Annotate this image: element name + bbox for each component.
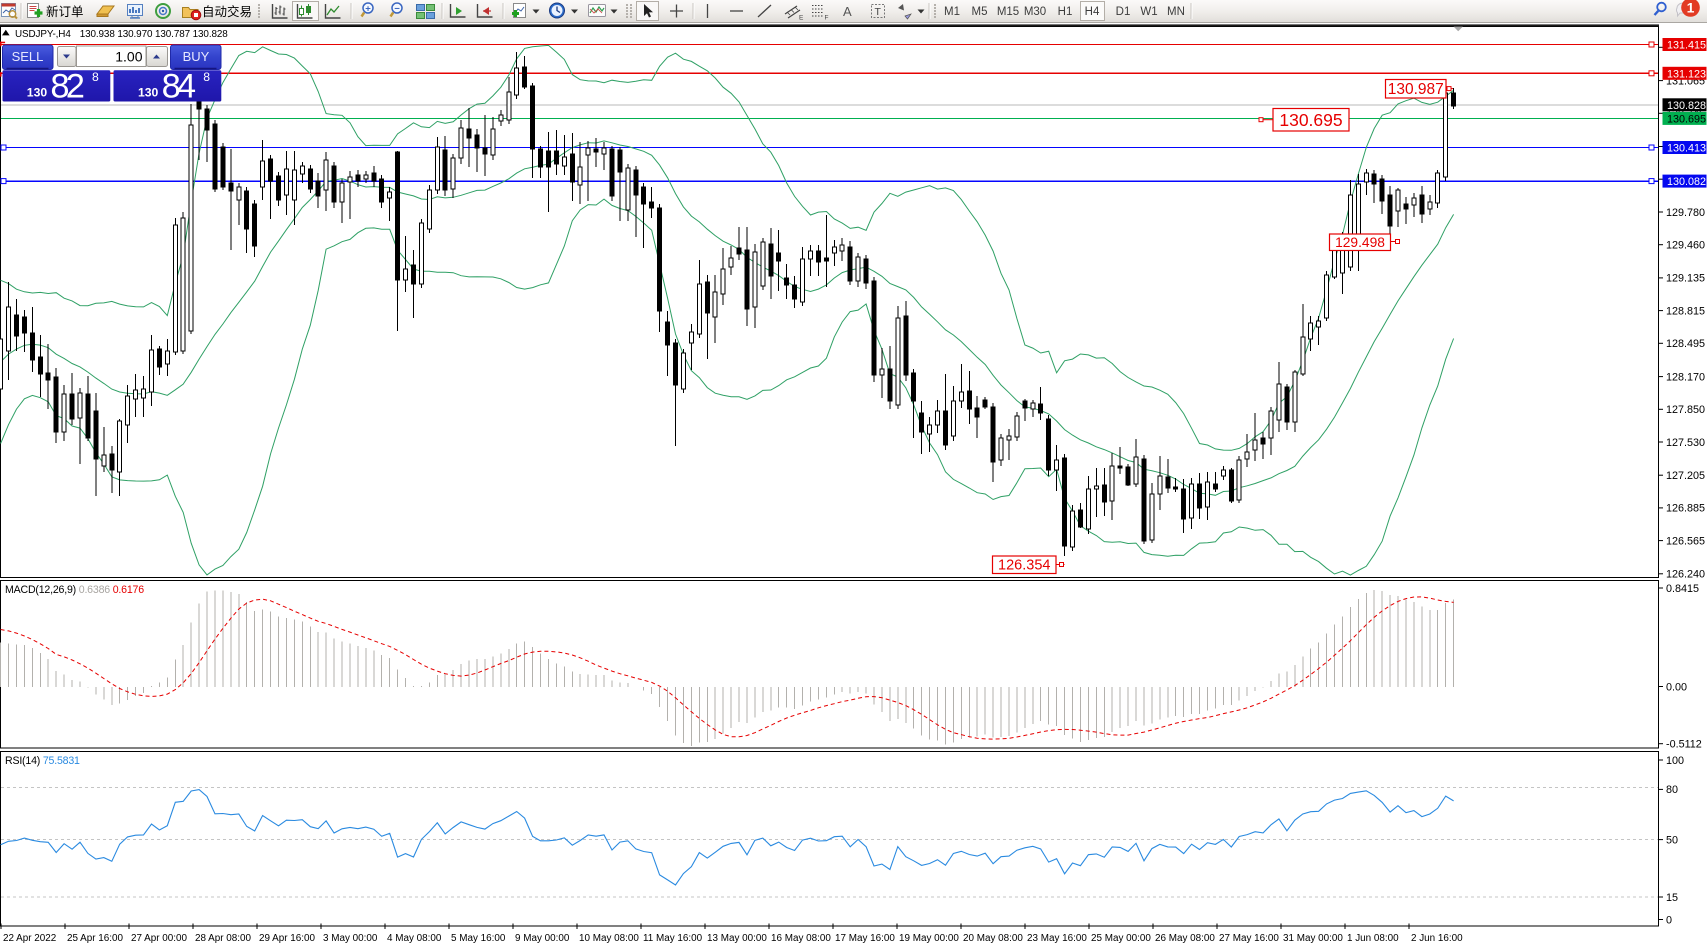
svg-text:27 Apr 00:00: 27 Apr 00:00	[131, 933, 188, 944]
svg-text:22 Apr 2022: 22 Apr 2022	[3, 933, 56, 944]
svg-text:15: 15	[1666, 892, 1678, 904]
svg-text:128.815: 128.815	[1666, 305, 1705, 317]
svg-text:25 May 00:00: 25 May 00:00	[1091, 933, 1151, 944]
svg-text:126.885: 126.885	[1666, 503, 1705, 515]
svg-text:E: E	[799, 15, 804, 22]
svg-text:4 May 08:00: 4 May 08:00	[387, 933, 442, 944]
svg-text:130.695: 130.695	[1667, 113, 1706, 125]
svg-text:20 May 08:00: 20 May 08:00	[963, 933, 1023, 944]
svg-text:RSI(14) 75.5831: RSI(14) 75.5831	[5, 755, 80, 767]
svg-text:127.850: 127.850	[1666, 404, 1705, 416]
svg-text:−: −	[394, 3, 400, 14]
svg-text:+: +	[365, 3, 371, 14]
svg-text:26 May 08:00: 26 May 08:00	[1155, 933, 1215, 944]
svg-text:M30: M30	[1024, 6, 1046, 18]
svg-text:1: 1	[1687, 0, 1695, 16]
svg-text:84: 84	[162, 67, 197, 105]
svg-text:25 Apr 16:00: 25 Apr 16:00	[67, 933, 124, 944]
svg-text:130.082: 130.082	[1667, 176, 1706, 188]
svg-text:-0.5112: -0.5112	[1666, 739, 1702, 751]
svg-text:131.123: 131.123	[1667, 68, 1706, 80]
svg-text:82: 82	[50, 67, 85, 105]
svg-text:130.828: 130.828	[1667, 100, 1706, 112]
svg-text:W1: W1	[1140, 6, 1157, 18]
svg-text:0.8415: 0.8415	[1666, 583, 1699, 595]
svg-text:131.415: 131.415	[1667, 40, 1706, 52]
svg-text:50: 50	[1666, 834, 1678, 846]
svg-text:D1: D1	[1116, 6, 1131, 18]
svg-text:9 May 00:00: 9 May 00:00	[515, 933, 570, 944]
svg-text:A: A	[843, 4, 852, 19]
svg-text:M1: M1	[944, 6, 960, 18]
svg-text:T: T	[875, 6, 882, 18]
svg-text:126.354: 126.354	[998, 558, 1050, 574]
svg-text:2 Jun 16:00: 2 Jun 16:00	[1411, 933, 1463, 944]
svg-text:自动交易: 自动交易	[202, 4, 252, 19]
svg-text:H1: H1	[1058, 6, 1073, 18]
svg-text:27 May 16:00: 27 May 16:00	[1219, 933, 1279, 944]
svg-text:28 Apr 08:00: 28 Apr 08:00	[195, 933, 252, 944]
svg-text:130: 130	[138, 86, 159, 100]
svg-text:M5: M5	[972, 6, 988, 18]
svg-text:1.00: 1.00	[115, 49, 142, 65]
svg-text:126.240: 126.240	[1666, 569, 1705, 581]
svg-text:SELL: SELL	[12, 49, 44, 64]
svg-text:3 May 00:00: 3 May 00:00	[323, 933, 378, 944]
svg-text:126.565: 126.565	[1666, 535, 1705, 547]
svg-text:127.530: 127.530	[1666, 437, 1705, 449]
svg-text:MN: MN	[1167, 6, 1185, 18]
svg-text:130.987: 130.987	[1388, 81, 1444, 98]
svg-text:F: F	[825, 15, 829, 22]
svg-text:H4: H4	[1085, 6, 1100, 18]
svg-text:80: 80	[1666, 784, 1678, 796]
svg-text:MACD(12,26,9) 0.6386 0.6176: MACD(12,26,9) 0.6386 0.6176	[5, 584, 144, 596]
svg-text:29 Apr 16:00: 29 Apr 16:00	[259, 933, 316, 944]
svg-text:1 Jun 08:00: 1 Jun 08:00	[1347, 933, 1399, 944]
svg-text:13 May 00:00: 13 May 00:00	[707, 933, 767, 944]
svg-text:129.498: 129.498	[1335, 235, 1385, 250]
svg-text:129.780: 129.780	[1666, 207, 1705, 219]
svg-text:16 May 08:00: 16 May 08:00	[771, 933, 831, 944]
svg-text:5 May 16:00: 5 May 16:00	[451, 933, 506, 944]
svg-text:130: 130	[27, 86, 48, 100]
svg-text:128.170: 128.170	[1666, 371, 1705, 383]
svg-text:11 May 16:00: 11 May 16:00	[643, 933, 703, 944]
svg-text:17 May 16:00: 17 May 16:00	[835, 933, 895, 944]
svg-text:100: 100	[1666, 755, 1684, 767]
svg-text:130.413: 130.413	[1667, 143, 1706, 155]
svg-text:129.135: 129.135	[1666, 273, 1705, 285]
svg-text:31 May 00:00: 31 May 00:00	[1283, 933, 1343, 944]
svg-text:127.205: 127.205	[1666, 470, 1705, 482]
svg-text:128.495: 128.495	[1666, 338, 1705, 350]
svg-text:M15: M15	[997, 6, 1019, 18]
svg-text:0.00: 0.00	[1666, 681, 1687, 693]
svg-text:10 May 08:00: 10 May 08:00	[579, 933, 639, 944]
svg-text:129.460: 129.460	[1666, 240, 1705, 252]
svg-text:130.695: 130.695	[1279, 110, 1342, 130]
svg-text:23 May 16:00: 23 May 16:00	[1027, 933, 1087, 944]
svg-text:8: 8	[203, 70, 210, 84]
svg-text:8: 8	[92, 70, 99, 84]
svg-text:BUY: BUY	[183, 49, 210, 64]
svg-text:19 May 00:00: 19 May 00:00	[899, 933, 959, 944]
svg-text:新订单: 新订单	[46, 4, 84, 19]
svg-text:0: 0	[1666, 914, 1672, 926]
